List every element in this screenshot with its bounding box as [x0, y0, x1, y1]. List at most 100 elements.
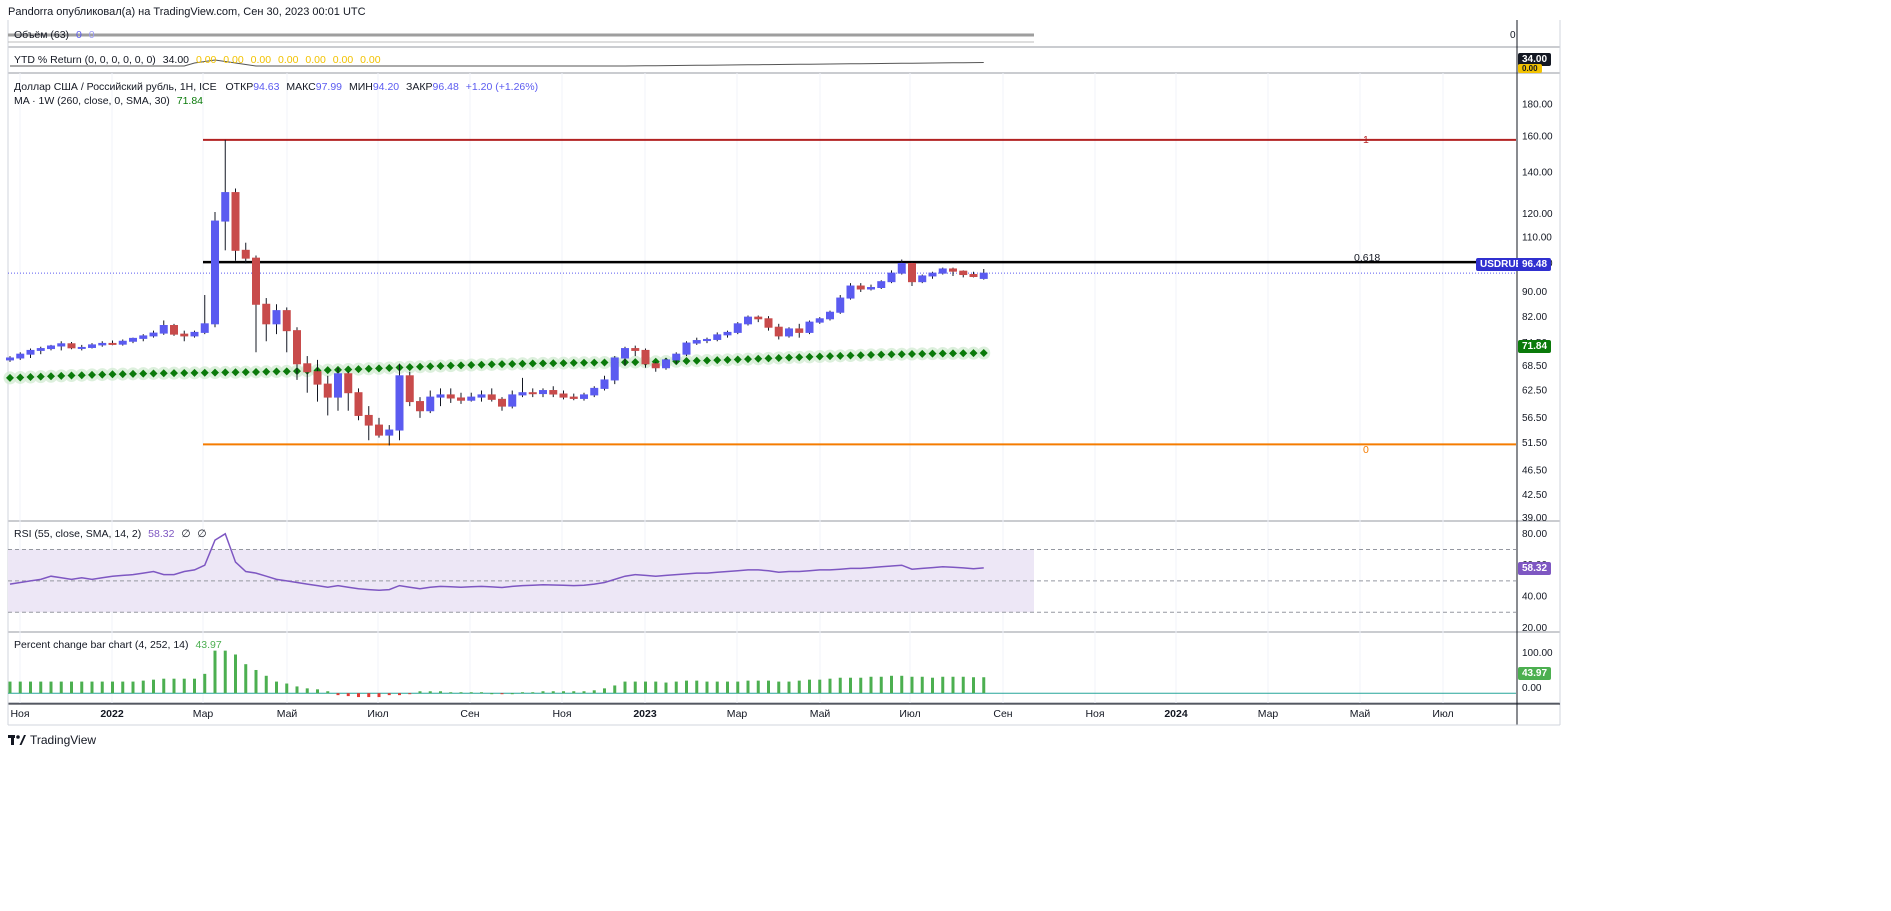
pct-bar: [808, 679, 811, 694]
ma-point: [959, 349, 968, 358]
fib-label-0: 0: [1363, 444, 1369, 456]
ma-point: [416, 362, 424, 371]
pct-bar: [961, 676, 965, 694]
pct-bar: [787, 681, 791, 694]
ma-point: [897, 350, 906, 359]
ma-legend[interactable]: MA · 1W (260, close, 0, SMA, 30) 71.84: [14, 95, 203, 107]
rsi-legend-name: RSI (55, close, SMA, 14, 2): [14, 528, 142, 540]
time-tick-label: Май: [1350, 708, 1371, 720]
pct-bar: [480, 692, 483, 694]
ma-legend-value: 71.84: [176, 95, 204, 107]
time-tick-label: Июл: [899, 708, 920, 720]
pct-legend[interactable]: Percent change bar chart (4, 252, 14) 43…: [14, 639, 222, 651]
candle-body: [785, 328, 793, 337]
ytd-legend-value: 0.00: [223, 54, 244, 66]
ma-point: [856, 351, 865, 360]
pct-bar: [131, 681, 135, 694]
ma-point: [754, 354, 763, 363]
candle-body: [118, 340, 127, 345]
pct-bar: [582, 691, 586, 694]
candle-body: [36, 348, 45, 351]
candle-body: [897, 263, 906, 274]
volume-legend-value: 0: [75, 29, 82, 41]
candle-body: [6, 357, 14, 361]
pct-bar: [654, 681, 658, 694]
symbol-legend[interactable]: Доллар США / Российский рубль, 1H, ICE О…: [14, 81, 538, 93]
pct-bar: [726, 681, 729, 694]
ytd-legend-value: 0.00: [278, 54, 299, 66]
ma-point: [426, 362, 435, 371]
ma-point: [887, 350, 896, 359]
pct-bar: [162, 678, 166, 694]
pct-bar: [756, 680, 760, 694]
ma-point: [170, 369, 178, 378]
candle-body: [549, 390, 558, 395]
candle-body: [559, 393, 568, 398]
pct-bar: [531, 692, 535, 694]
candle-body: [651, 363, 660, 369]
rsi-legend[interactable]: RSI (55, close, SMA, 14, 2) 58.32 ∅ ∅: [14, 528, 207, 540]
candle-body: [682, 342, 691, 355]
rsi-tick-label: 20.00: [1522, 623, 1547, 634]
candle-body: [744, 316, 752, 325]
ma-point: [908, 350, 916, 359]
pct-tick-label: 100.00: [1522, 648, 1553, 659]
ma-point: [252, 367, 260, 376]
pct-bar: [633, 681, 637, 694]
price-tick-label: 90.00: [1522, 287, 1547, 298]
pct-bar: [838, 677, 842, 694]
ma-point: [969, 349, 978, 358]
ma-point: [77, 371, 86, 380]
candle-body: [252, 257, 260, 305]
ma-point: [190, 368, 199, 377]
ma-point: [928, 349, 937, 358]
ma-point: [477, 360, 486, 369]
ma-point: [703, 356, 711, 365]
pct-bar: [920, 676, 924, 694]
pct-bar: [562, 691, 565, 694]
ma-legend-name: MA · 1W (260, close, 0, SMA, 30): [14, 95, 170, 107]
candle-body: [457, 397, 465, 401]
tradingview-logo-icon: [8, 734, 26, 745]
pct-bar: [295, 686, 299, 694]
pct-bar: [285, 683, 289, 694]
pct-bar: [408, 693, 412, 695]
rsi-tick-label: 80.00: [1522, 529, 1547, 540]
candle-body: [88, 344, 96, 348]
pct-bar: [305, 688, 309, 694]
price-tick-label: 42.50: [1522, 490, 1547, 501]
pct-bar: [449, 692, 453, 694]
pct-bar: [59, 681, 63, 694]
tradingview-brand[interactable]: TradingView: [8, 733, 96, 747]
pct-bar: [377, 693, 381, 698]
candle-body: [692, 340, 701, 344]
ma-point: [713, 356, 722, 365]
candle-body: [293, 330, 301, 365]
ma-point: [47, 372, 55, 381]
rsi-tick-label: 40.00: [1522, 592, 1547, 603]
candle-body: [98, 342, 107, 346]
pct-bar: [316, 689, 319, 694]
ytd-legend[interactable]: YTD % Return (0, 0, 0, 0, 0, 0) 34.00 0.…: [14, 54, 381, 66]
pct-bar: [490, 693, 494, 695]
candle-body: [539, 390, 547, 395]
pct-bar: [951, 676, 955, 694]
pct-bar: [254, 669, 258, 694]
candle-body: [774, 326, 783, 337]
ma-point: [539, 359, 547, 368]
price-tick-label: 51.50: [1522, 438, 1547, 449]
ma-point: [467, 361, 476, 370]
price-tick-label: 39.00: [1522, 513, 1547, 524]
candle-body: [426, 396, 435, 412]
ma-point: [200, 368, 209, 377]
pct-bar: [182, 678, 186, 694]
pct-bar: [18, 681, 22, 694]
ma-point: [36, 372, 45, 381]
percent-change-pane: [8, 650, 1516, 698]
ma-point: [979, 348, 988, 357]
ma-point: [405, 363, 414, 372]
chart-canvas[interactable]: 180.00160.00140.00120.00110.00100.0090.0…: [0, 0, 1568, 755]
candle-body: [805, 321, 814, 333]
volume-legend[interactable]: Объём (63) 0 0: [14, 29, 95, 41]
ma-point: [241, 368, 250, 377]
